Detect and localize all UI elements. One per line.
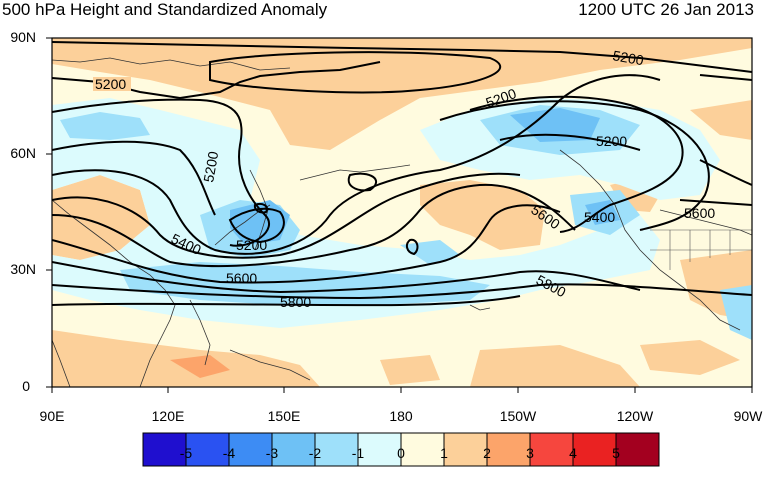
colorbar bbox=[142, 432, 660, 467]
colorbar-swatch bbox=[271, 432, 316, 467]
colorbar-swatch bbox=[615, 432, 660, 467]
contour-label: 5200 bbox=[611, 47, 645, 68]
colorbar-swatch bbox=[314, 432, 359, 467]
colorbar-swatch bbox=[529, 432, 574, 467]
colorbar-swatch bbox=[572, 432, 617, 467]
colorbar-label: 3 bbox=[526, 445, 534, 461]
colorbar-swatch bbox=[357, 432, 402, 467]
lat-tick: 0 bbox=[22, 378, 30, 394]
colorbar-label: -1 bbox=[351, 445, 365, 461]
coastlines bbox=[52, 57, 752, 387]
valid-time: 1200 UTC 26 Jan 2013 bbox=[578, 0, 754, 19]
colorbar-label: 5 bbox=[612, 445, 620, 461]
contour-label: 5200 bbox=[596, 133, 627, 149]
colorbar-swatch bbox=[400, 432, 445, 467]
lon-tick: 180 bbox=[389, 408, 413, 424]
contour-label: 5400 bbox=[584, 209, 615, 225]
height-contours bbox=[52, 41, 752, 307]
colorbar-label: 2 bbox=[483, 445, 491, 461]
map-frame bbox=[51, 37, 753, 388]
colorbar-swatch bbox=[443, 432, 488, 467]
lat-tick: 90N bbox=[10, 29, 36, 45]
colorbar-label: -4 bbox=[222, 445, 236, 461]
lon-tick: 90E bbox=[39, 408, 65, 424]
contour-label: 5600 bbox=[684, 205, 715, 221]
colorbar-label: -3 bbox=[265, 445, 279, 461]
lon-tick: 120W bbox=[616, 408, 654, 424]
map-area bbox=[52, 38, 752, 387]
colorbar-label: 0 bbox=[397, 445, 405, 461]
lat-tick: 60N bbox=[10, 145, 36, 161]
lon-tick: 150E bbox=[267, 408, 301, 424]
contour-label: 5200 bbox=[95, 76, 126, 92]
map-title: 500 hPa Height and Standardized Anomaly bbox=[2, 0, 328, 19]
contour-label: 5600 bbox=[226, 270, 257, 286]
strong-positive-anomaly bbox=[170, 355, 230, 378]
colorbar-label: 1 bbox=[440, 445, 448, 461]
moderate-negative-anomaly bbox=[230, 108, 620, 245]
colorbar-label: 4 bbox=[569, 445, 577, 461]
contour-label: 5200 bbox=[236, 237, 267, 253]
lon-tick: 120E bbox=[151, 408, 185, 424]
colorbar-swatch bbox=[142, 432, 187, 467]
political-borders bbox=[650, 229, 752, 270]
colorbar-swatch bbox=[185, 432, 230, 467]
lon-tick: 90W bbox=[733, 408, 763, 424]
contour-label: 5200 bbox=[200, 150, 221, 184]
contour-label: 5800 bbox=[280, 294, 311, 310]
lat-tick: 30N bbox=[10, 261, 36, 277]
lon-tick: 150W bbox=[499, 408, 537, 424]
colorbar-label: -2 bbox=[308, 445, 322, 461]
axis-ticks bbox=[46, 37, 753, 393]
colorbar-label: -5 bbox=[179, 445, 193, 461]
